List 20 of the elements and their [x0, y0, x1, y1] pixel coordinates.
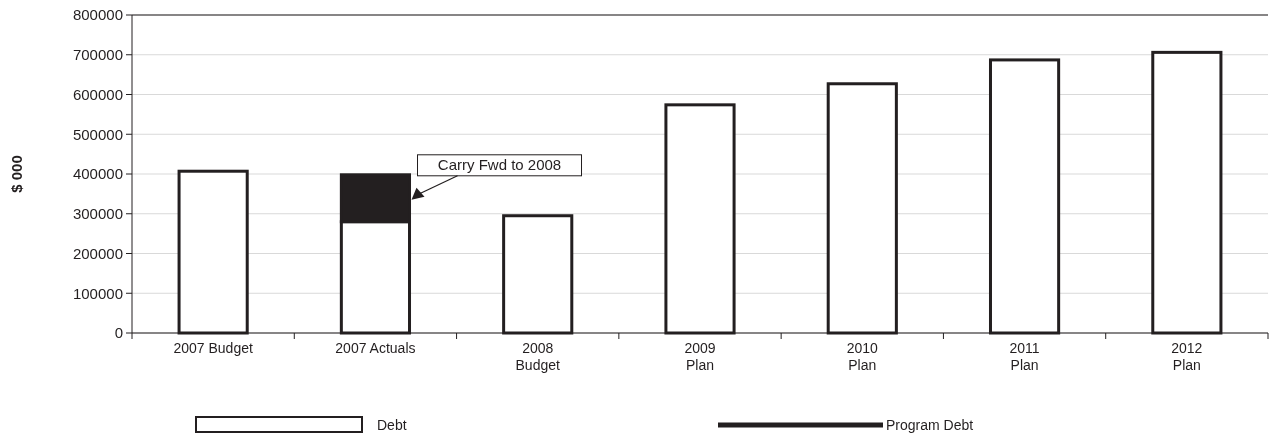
- y-tick-label: 200000: [72, 244, 123, 262]
- y-tick-label: 700000: [72, 46, 123, 63]
- x-tick-label: 2008 Budget: [515, 340, 561, 373]
- y-axis-title: $ 000: [8, 155, 25, 193]
- x-tick-label: 2010 Plan: [846, 340, 879, 373]
- y-tick-label: 0: [114, 324, 123, 342]
- x-tick-label: 2011 Plan: [1009, 340, 1040, 373]
- x-tick-label: 2007 Budget: [173, 340, 253, 356]
- y-tick-label: 600000: [72, 85, 123, 103]
- y-tick-label: 400000: [72, 165, 123, 183]
- y-tick-label: 800000: [72, 6, 123, 24]
- x-tick-label: 2012 Plan: [1171, 340, 1203, 373]
- text: Debt: [377, 416, 407, 433]
- legend-label: Program Debt: [886, 416, 974, 433]
- x-tick-label: 2009 Plan: [684, 340, 716, 373]
- y-tick-label: 300000: [72, 205, 123, 222]
- x-tick-label: 2007 Actuals: [335, 340, 416, 356]
- annotation: Carry Fwd to 2008: [437, 155, 562, 173]
- y-tick-label: 500000: [72, 125, 123, 143]
- y-tick-label: 100000: [72, 284, 123, 302]
